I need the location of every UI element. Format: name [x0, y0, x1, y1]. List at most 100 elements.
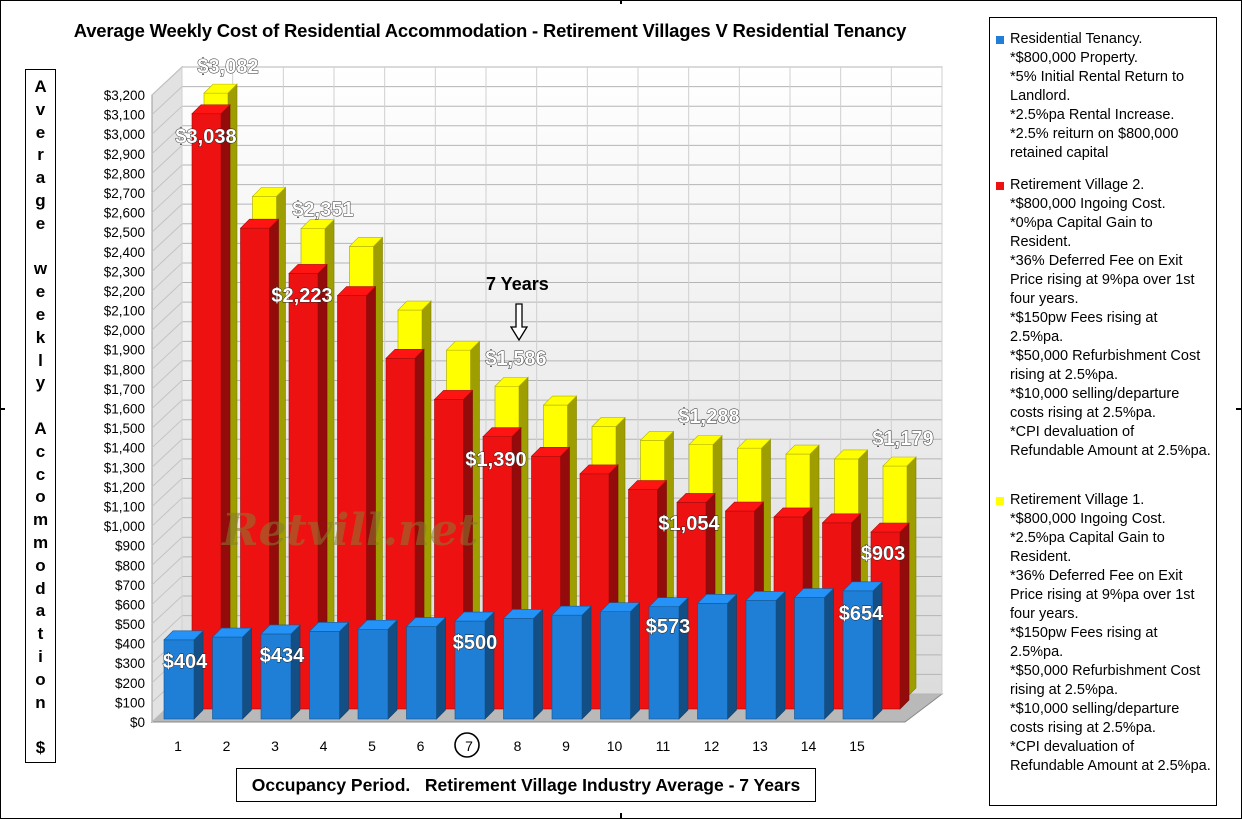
y-tick-label: $2,800: [104, 166, 145, 181]
y-tick-label: $700: [115, 578, 145, 593]
bar-side: [220, 104, 231, 710]
legend-line: *36% Deferred Fee on Exit Price rising a…: [1010, 568, 1195, 622]
data-label: $404: [163, 651, 208, 673]
bar-residential-tenancy-3: [260, 624, 301, 720]
bar-front: [191, 113, 222, 710]
bar-top: [494, 376, 529, 387]
y-tick-label: $400: [115, 637, 145, 652]
gridline-side: [151, 242, 183, 272]
bar-retirement-village-2-1: [191, 104, 231, 710]
bar-top: [288, 264, 328, 274]
bar-residential-tenancy-7: [454, 611, 495, 720]
bar-top: [551, 605, 592, 616]
bar-top: [842, 581, 883, 592]
bar-top: [239, 218, 280, 229]
bar-front: [794, 597, 825, 720]
bar-residential-tenancy-8: [502, 608, 544, 720]
bar-side: [824, 587, 834, 720]
legend-line: *2.5% reiturn on $800,000 retained capit…: [1010, 126, 1179, 161]
bar-residential-tenancy-5: [357, 619, 398, 720]
x-tick-label: 12: [704, 738, 720, 754]
y-tick-label: $600: [115, 597, 145, 612]
bar-top: [348, 237, 384, 247]
bar-front: [163, 639, 195, 720]
gridline-side: [151, 419, 183, 449]
x-tick-label: 13: [752, 738, 768, 754]
bar-front: [745, 600, 777, 720]
bar-retirement-village-2-7: [482, 426, 522, 710]
x-axis-label: Occupancy Period. Retirement Village Ind…: [236, 768, 816, 802]
data-label: $500: [453, 632, 498, 654]
bar-top: [433, 390, 474, 400]
bar-side: [484, 611, 495, 720]
legend-line: *$800,000 Ingoing Cost.: [1010, 196, 1166, 212]
x-tick-label: 15: [849, 738, 865, 754]
bar-side: [727, 593, 737, 720]
legend-line: *2.5%pa Rental Increase.: [1010, 107, 1175, 123]
gridline-side: [151, 282, 183, 311]
data-label: $2,223: [271, 285, 332, 307]
gridline-side: [151, 380, 183, 409]
bar-residential-tenancy-12: [696, 593, 738, 720]
data-label: $1,390: [465, 449, 526, 471]
x-tick-label: 5: [368, 738, 376, 754]
gridline-side: [151, 125, 183, 155]
bar-front: [454, 620, 486, 720]
x-tick-label: 2: [223, 738, 231, 754]
bar-top: [696, 594, 738, 604]
bar-top: [203, 83, 238, 94]
bar-top: [821, 513, 862, 524]
edge-tick: [620, 0, 622, 4]
gridline-side: [151, 105, 183, 135]
data-label: $573: [646, 616, 691, 638]
bar-top: [502, 609, 544, 619]
bar-top: [773, 507, 813, 518]
y-tick-label: $300: [115, 656, 145, 671]
bar-front: [600, 611, 631, 720]
legend-entry: Retirement Village 1. *$800,000 Ingoing C…: [996, 491, 1212, 776]
data-label: $654: [839, 603, 884, 625]
data-label: $1,054: [658, 513, 720, 535]
bar-front: [551, 614, 583, 720]
bar-front: [648, 606, 680, 720]
bar-top: [385, 348, 425, 359]
bar-residential-tenancy-10: [599, 601, 641, 720]
y-tick-label: $1,100: [104, 499, 145, 514]
x-tick-label: 9: [562, 738, 570, 754]
legend-line: *$10,000 selling/departure costs rising …: [1010, 386, 1180, 421]
bar-side: [193, 630, 204, 720]
y-tick-label: $3,000: [104, 127, 145, 142]
bar-top: [251, 187, 287, 197]
x-tick-label: 7: [465, 738, 473, 754]
bar-front: [309, 631, 340, 720]
y-tick-label: $1,000: [104, 519, 145, 534]
bar-top: [336, 286, 377, 296]
gridline-side: [151, 595, 183, 625]
y-tick-label: $1,900: [104, 343, 145, 358]
gridline-side: [151, 576, 183, 605]
y-tick-label: $800: [115, 558, 145, 573]
y-tick-label: $2,100: [104, 304, 145, 319]
bar-top: [599, 602, 641, 612]
y-tick-label: $2,600: [104, 206, 145, 221]
y-axis-ticks: $0 $100 $200 $300 $400 $500 $600 $700 $800 $900 $1…: [104, 88, 145, 730]
bar-top: [579, 464, 619, 475]
legend-line: *$150pw Fees rising at 2.5%pa.: [1010, 310, 1158, 345]
bar-front: [406, 626, 437, 720]
legend-swatch: [996, 497, 1004, 505]
seven-years-annotation: 7 Years: [486, 274, 549, 294]
legend-swatch: [996, 182, 1004, 190]
arrow-shape: [509, 303, 529, 342]
bar-top: [736, 438, 772, 449]
y-tick-label: $1,800: [104, 362, 145, 377]
bar-front: [503, 618, 534, 720]
gridline-side: [151, 203, 183, 233]
bar-top: [745, 591, 786, 601]
legend-line: *5% Initial Rental Return to Landlord.: [1010, 69, 1185, 104]
data-label: $1,179: [872, 428, 933, 450]
y-tick-label: $500: [115, 617, 145, 632]
gridline-side: [151, 321, 183, 351]
data-label: $1,586: [485, 348, 546, 370]
bar-top: [542, 395, 578, 406]
bar-residential-tenancy-6: [405, 616, 447, 720]
